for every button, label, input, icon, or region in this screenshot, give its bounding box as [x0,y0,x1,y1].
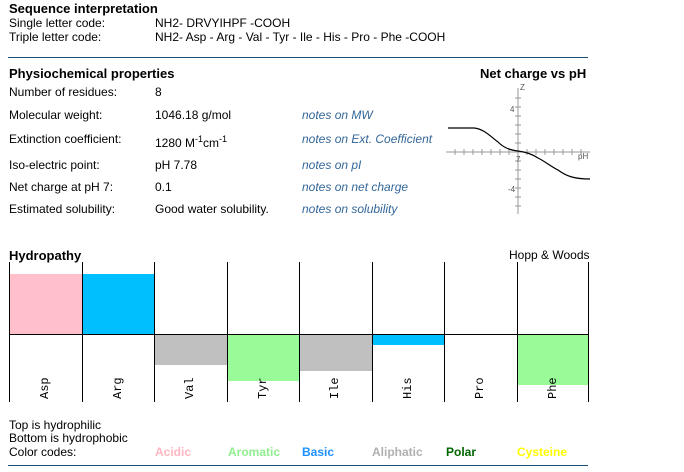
triple-letter-value: NH2- Asp - Arg - Val - Tyr - Ile - His -… [155,30,446,44]
prop-label-solubility: Estimated solubility: [9,202,116,216]
hydropathy-scale-label: Hopp & Woods [509,248,590,262]
hydropathy-column [9,262,83,402]
axis-ph-label: pH [578,152,588,161]
hydropathy-right-border [588,262,589,402]
color-codes-label: Color codes: [9,445,77,459]
color-code-basic: Basic [302,445,335,459]
hydropathy-column [81,262,156,402]
ext-value-unit-cm: cm [203,136,220,150]
prop-value-residues: 8 [155,85,162,99]
hydropathy-bar-arg [82,274,154,334]
hydropathy-label-pro: Pro [473,377,488,399]
hydropathy-bar-phe [517,335,589,385]
sequence-heading: Sequence interpretation [9,1,158,16]
hydropathy-zero-line [9,334,589,335]
prop-value-mw: 1046.18 g/mol [155,108,232,122]
hydropathy-column [154,262,228,402]
bottom-divider [8,465,588,466]
hydropathy-column [371,262,446,402]
tick-label-pos: 4 [510,105,515,114]
hydropathy-bar-ile [300,335,372,371]
hydropathy-label-arg: Arg [110,377,125,399]
axis-z-label: Z [520,83,525,92]
notes-solubility-link[interactable]: notes on solubility [302,202,398,216]
single-letter-label: Single letter code: [9,16,106,30]
triple-letter-label: Triple letter code: [9,30,102,44]
hydropathy-bar-asp [10,274,82,334]
prop-value-solubility: Good water solubility. [155,202,269,216]
net-charge-curve [448,127,590,180]
hydropathy-column [444,262,518,402]
notes-mw-link[interactable]: notes on MW [302,108,373,122]
hydropathy-heading: Hydropathy [9,248,82,263]
single-letter-value: NH2- DRVYIHPF -COOH [155,16,291,30]
color-code-acidic: Acidic [155,445,192,459]
prop-label-pi: Iso-electric point: [9,158,100,172]
hydropathy-column [299,262,373,402]
prop-label-mw: Molecular weight: [9,108,103,122]
ext-sup-2: -1 [219,134,228,144]
hydropathy-bar-his [372,335,444,345]
hydropathy-label-asp: Asp [38,377,53,399]
hydropathy-label-ile: Ile [328,377,343,399]
hydropathy-label-tyr: Tyr [255,377,270,399]
color-code-cysteine: Cysteine [517,445,568,459]
color-code-aliphatic: Aliphatic [372,445,423,459]
hydropathy-column [226,262,301,402]
hydropathy-plot: Asp Arg Val Tyr Ile His Pro Phe [9,262,589,402]
prop-label-ext: Extinction coefficient: [9,132,122,146]
hydropathy-label-his: His [400,377,415,399]
color-code-polar: Polar [446,445,477,459]
notes-ext-link[interactable]: notes on Ext. Coefficient [302,132,433,146]
legend-top-text: Top is hydrophilic [9,418,102,432]
prop-value-pi: pH 7.78 [155,158,198,172]
notes-charge-link[interactable]: notes on net charge [302,180,409,194]
notes-pi-link[interactable]: notes on pI [302,158,362,172]
legend-bottom-text: Bottom is hydrophobic [9,431,128,445]
properties-heading: Physiochemical properties [9,66,175,81]
net-charge-chart: Z pH 4 7 -4 [446,83,590,214]
ext-value-unit-m: 1280 M [155,136,196,150]
divider [8,57,588,58]
net-charge-chart-title: Net charge vs pH [480,66,587,81]
prop-value-charge: 0.1 [155,180,172,194]
hydropathy-bar-tyr [227,335,299,381]
hydropathy-bar-val [155,335,227,365]
hydropathy-label-val: Val [183,377,198,399]
hydropathy-label-phe: Phe [545,377,560,399]
color-code-aromatic: Aromatic [228,445,281,459]
prop-label-charge: Net charge at pH 7: [9,180,114,194]
tick-label-neg: -4 [508,185,516,194]
ext-sup-1: -1 [195,134,204,144]
hydropathy-column [516,262,591,402]
prop-label-residues: Number of residues: [9,85,118,99]
axis-ticks [454,97,582,207]
tick-label-mid: 7 [516,155,521,164]
prop-value-ext: 1280 M-1cm-1 [155,134,227,150]
